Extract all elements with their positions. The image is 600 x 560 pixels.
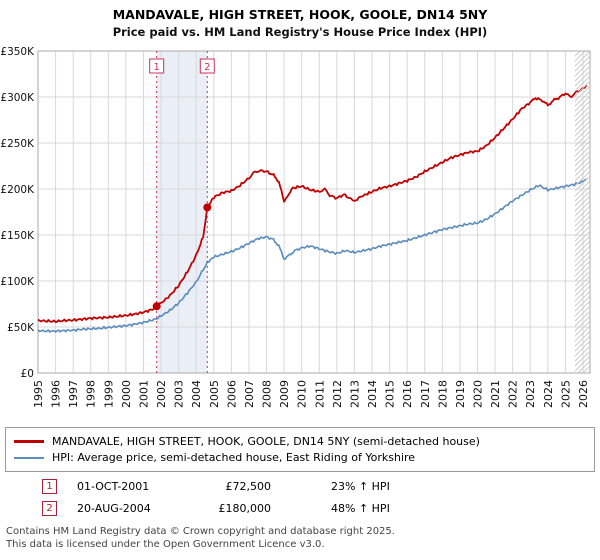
- x-axis-tick-label: 2014: [366, 380, 379, 408]
- sale-2-number-badge: 2: [42, 501, 57, 516]
- sale-flag-box: [149, 58, 165, 74]
- x-axis-tick-label: 2009: [278, 380, 291, 408]
- x-axis-tick-label: 2018: [436, 380, 449, 408]
- x-axis-tick-label: 2015: [384, 380, 397, 408]
- x-axis-tick-label: 2016: [401, 380, 414, 408]
- legend-label-property: MANDAVALE, HIGH STREET, HOOK, GOOLE, DN1…: [52, 435, 480, 448]
- x-axis-tick-label: 1995: [32, 380, 45, 408]
- y-axis-tick-label: £250K: [0, 138, 35, 150]
- sale-flag-number: 1: [153, 62, 159, 73]
- x-axis-tick-label: 2008: [261, 380, 274, 408]
- legend-label-hpi: HPI: Average price, semi-detached house,…: [52, 451, 416, 464]
- sale-flag-box: [199, 58, 215, 74]
- y-axis-tick-label: £100K: [0, 276, 35, 288]
- chart-legend: MANDAVALE, HIGH STREET, HOOK, GOOLE, DN1…: [5, 427, 595, 472]
- x-axis-tick-label: 2000: [120, 380, 133, 408]
- price-history-chart: £0 £50K £100K £150K £200K £250K £300K £350K 1995…: [0, 46, 591, 408]
- x-axis-tick-label: 1999: [102, 380, 115, 408]
- x-axis-tick-label: 2021: [489, 380, 502, 408]
- x-axis-tick-label: 2002: [155, 380, 168, 408]
- x-axis-tick-label: 2012: [331, 380, 344, 408]
- x-axis-tick-label: 2023: [524, 380, 537, 408]
- x-axis-tick-label: 1998: [85, 380, 98, 408]
- plot-frame: [37, 50, 591, 374]
- hpi-line-swatch: [14, 456, 44, 459]
- x-axis-tick-label: 2011: [313, 380, 326, 408]
- footer-line-2: This data is licensed under the Open Gov…: [6, 539, 325, 551]
- y-axis-tick-label: £150K: [0, 230, 35, 242]
- y-axis-tick-label: £0: [21, 368, 34, 380]
- x-axis-tick-label: 2019: [454, 380, 467, 408]
- y-axis-tick-label: £300K: [0, 92, 35, 104]
- sale-row-2: 2 20-AUG-2004 £180,000 48% ↑ HPI: [42, 501, 600, 516]
- copyright-footer: Contains HM Land Registry data © Crown c…: [6, 525, 600, 551]
- property-price-line: [37, 84, 588, 323]
- page-subtitle: Price paid vs. HM Land Registry's House …: [112, 25, 488, 39]
- sale-events-list: 1 01-OCT-2001 £72,500 23% ↑ HPI 2 20-AUG…: [0, 479, 600, 516]
- x-axis-tick-label: 2007: [243, 380, 256, 408]
- sale-1-number-badge: 1: [42, 479, 57, 494]
- x-axis-tick-label: 2022: [507, 380, 520, 408]
- x-axis-tick-label: 2006: [225, 380, 238, 408]
- sale-1-price: £72,500: [225, 480, 272, 493]
- page-title: MANDAVALE, HIGH STREET, HOOK, GOOLE, DN1…: [112, 7, 488, 22]
- sale-2-hpi-delta: 48% ↑ HPI: [331, 502, 390, 515]
- y-axis-tick-label: £350K: [0, 46, 35, 58]
- sale-1-hpi-delta: 23% ↑ HPI: [331, 480, 390, 493]
- x-axis-tick-label: 2013: [348, 380, 361, 408]
- x-axis-tick-label: 2017: [419, 380, 432, 408]
- x-axis-tick-label: 2026: [577, 380, 590, 408]
- x-axis-tick-label: 2004: [190, 380, 203, 408]
- x-axis-tick-label: 2005: [208, 380, 221, 408]
- between-sales-band: [156, 51, 208, 373]
- sale-point-marker: [152, 302, 161, 311]
- y-axis-tick-label: £200K: [0, 184, 35, 196]
- x-axis-tick-label: 1997: [67, 380, 80, 408]
- sale-2-date: 20-AUG-2004: [77, 502, 151, 515]
- property-line-swatch: [14, 440, 44, 443]
- footer-line-1: Contains HM Land Registry data © Crown c…: [6, 526, 395, 537]
- x-axis-tick-label: 2025: [559, 380, 572, 408]
- x-axis-tick-label: 1996: [50, 380, 63, 408]
- hpi-line: [37, 178, 588, 333]
- future-hatch-region: [575, 51, 590, 373]
- sale-1-date: 01-OCT-2001: [77, 480, 150, 493]
- sale-row-1: 1 01-OCT-2001 £72,500 23% ↑ HPI: [42, 479, 600, 494]
- x-axis-tick-label: 2024: [542, 380, 555, 408]
- legend-item-property: MANDAVALE, HIGH STREET, HOOK, GOOLE, DN1…: [14, 435, 586, 448]
- sale-flag-number: 2: [204, 62, 210, 73]
- y-axis-tick-label: £50K: [7, 322, 35, 334]
- legend-item-hpi: HPI: Average price, semi-detached house,…: [14, 451, 586, 464]
- x-axis-tick-label: 2020: [471, 380, 484, 408]
- x-axis-tick-label: 2010: [296, 380, 309, 408]
- x-axis-tick-label: 2003: [173, 380, 186, 408]
- sale-point-marker: [203, 203, 212, 212]
- sale-2-price: £180,000: [218, 502, 272, 515]
- x-axis-tick-label: 2001: [137, 380, 150, 408]
